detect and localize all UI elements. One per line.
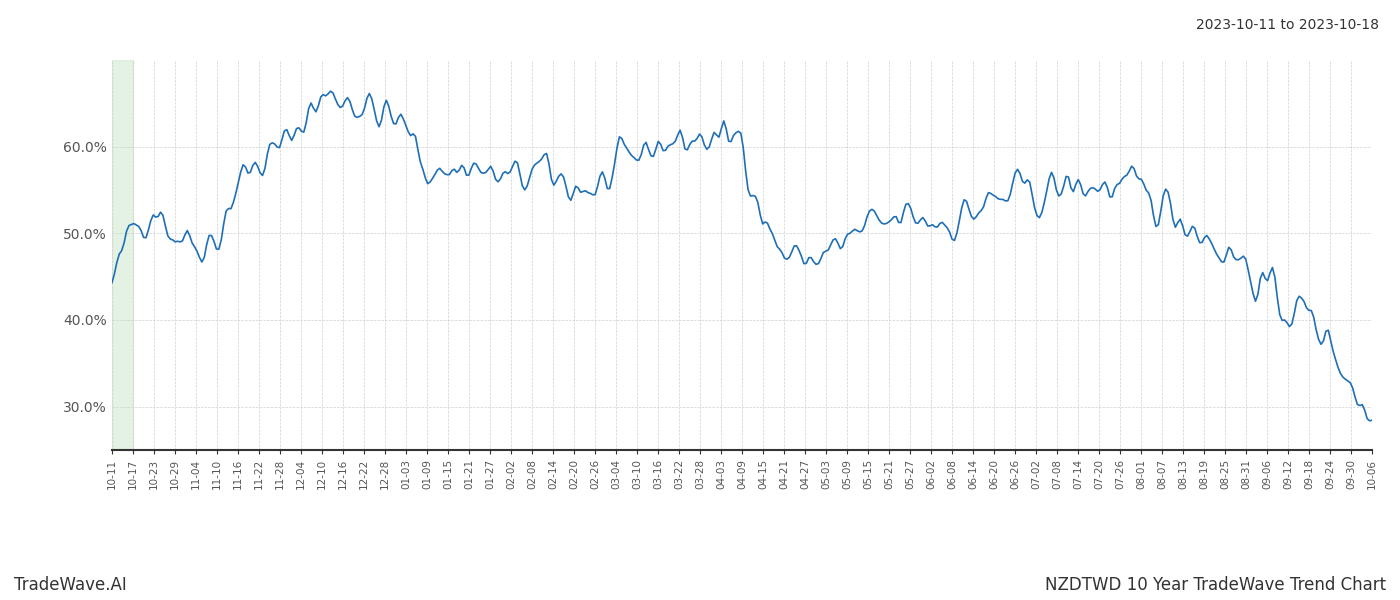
Text: TradeWave.AI: TradeWave.AI [14, 576, 127, 594]
Text: 2023-10-11 to 2023-10-18: 2023-10-11 to 2023-10-18 [1196, 18, 1379, 32]
Text: NZDTWD 10 Year TradeWave Trend Chart: NZDTWD 10 Year TradeWave Trend Chart [1044, 576, 1386, 594]
Bar [112, 60, 133, 450]
